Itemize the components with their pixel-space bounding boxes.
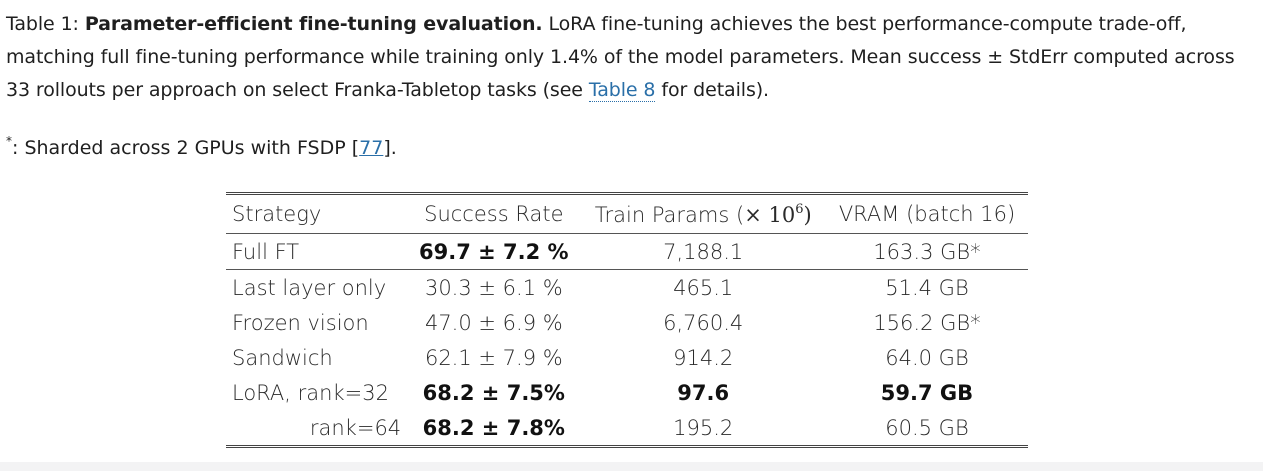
cell-vram: 51.4 GB [885,275,969,300]
cell-params: 97.6 [677,380,730,405]
cell-vram: 59.7 GB [880,380,974,405]
table-8-link[interactable]: Table 8 [588,79,656,102]
header-vram: VRAM (batch 16) [825,193,1028,234]
caption-text-end: for details). [661,79,769,101]
page-bottom-band [0,462,1263,471]
cell-success: 62.1 ± 7.9 % [424,345,563,370]
table-row: Full FT 69.7 ± 7.2 % 7,188.1 163.3 GB* [226,233,1028,270]
caption-label: Table 1: [6,13,79,35]
cell-strategy: Full FT [226,233,408,270]
cell-success: 30.3 ± 6.1 % [424,275,563,300]
footnote-text-end: ]. [383,137,397,159]
cell-params: 465.1 [673,275,734,300]
cell-strategy: Frozen vision [232,310,369,335]
table-row: Sandwich 62.1 ± 7.9 % 914.2 64.0 GB [226,340,1028,375]
cell-strategy: Last layer only [232,275,387,300]
cell-params: 6,760.4 [663,310,744,335]
cell-vram: 156.2 GB* [873,310,981,335]
cell-vram: 64.0 GB [885,345,969,370]
header-strategy: Strategy [226,193,408,234]
table-row: LoRA, rank=32 68.2 ± 7.5% 97.6 59.7 GB [226,375,1028,410]
cell-params: 195.2 [673,415,734,440]
cell-success: 68.2 ± 7.5% [422,380,565,405]
table-row: rank=64 68.2 ± 7.8% 195.2 60.5 GB [226,410,1028,447]
footnote-marker: * [6,134,12,148]
cell-vram: 163.3 GB* [825,233,1028,270]
header-train-params: Train Params (× 106) [580,193,826,234]
cell-vram: 60.5 GB [885,415,969,440]
cell-success: 68.2 ± 7.8% [422,415,565,440]
table-row: Frozen vision 47.0 ± 6.9 % 6,760.4 156.2… [226,305,1028,340]
results-table: Strategy Success Rate Train Params (× 10… [226,192,1028,448]
header-row: Strategy Success Rate Train Params (× 10… [226,193,1028,234]
cell-success: 69.7 ± 7.2 % [407,233,581,270]
cell-success: 47.0 ± 6.9 % [424,310,563,335]
caption-title: Parameter-efficient fine-tuning evaluati… [84,13,543,35]
cell-strategy: Sandwich [232,345,333,370]
cell-strategy: rank=64 [309,415,402,440]
table-row: Last layer only 30.3 ± 6.1 % 465.1 51.4 … [226,270,1028,306]
footnote: *: Sharded across 2 GPUs with FSDP [77]. [6,126,397,163]
footnote-text: : Sharded across 2 GPUs with FSDP [ [12,137,360,159]
cell-params: 7,188.1 [580,233,826,270]
table-caption: Table 1: Parameter-efficient fine-tuning… [6,8,1256,107]
citation-link[interactable]: 77 [359,137,384,159]
cell-strategy: LoRA, rank=32 [232,380,389,405]
caption-text: LoRA fine-tuning achieves the best perfo… [6,13,1235,101]
cell-params: 914.2 [673,345,734,370]
header-success-rate: Success Rate [407,193,581,234]
